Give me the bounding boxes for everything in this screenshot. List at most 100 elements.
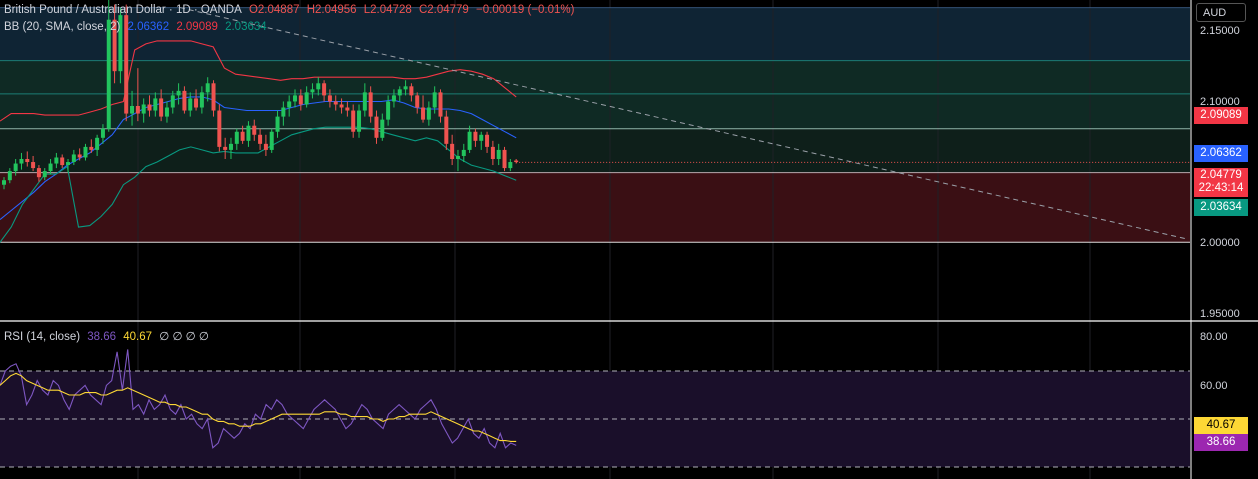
candle-body-85 xyxy=(496,149,501,159)
candle-body-83 xyxy=(485,134,490,147)
ohlc-close: C2.04779 xyxy=(418,4,469,16)
candle-body-29 xyxy=(170,95,175,108)
symbol-legend[interactable]: British Pound / Australian Dollar · 1D ·… xyxy=(4,3,578,17)
zone-blue xyxy=(0,7,1190,61)
bb-upper-value: 2.09089 xyxy=(176,21,218,33)
candle-body-28 xyxy=(164,107,169,117)
rsi-ma-value: 40.67 xyxy=(123,331,153,343)
candle-body-57 xyxy=(333,101,338,105)
candle-body-5 xyxy=(31,162,36,169)
candle-body-72 xyxy=(421,107,426,120)
candle-body-71 xyxy=(415,95,420,108)
candle-body-23 xyxy=(135,106,140,114)
candle-body-65 xyxy=(380,119,385,138)
candle-body-31 xyxy=(182,90,187,111)
rsi-line xyxy=(0,349,517,449)
candle-body-51 xyxy=(298,95,303,105)
ohlc-high: H2.04956 xyxy=(306,4,357,16)
bb-lower-line xyxy=(0,126,517,243)
candle-body-4 xyxy=(25,159,30,163)
candle-body-3 xyxy=(19,159,24,164)
rsi-badge: 38.66 xyxy=(1194,434,1248,451)
candle-body-12 xyxy=(71,154,76,163)
bb-legend[interactable]: BB (20, SMA, close, 2) 2.06362 2.09089 2… xyxy=(4,20,271,34)
rsi-legend[interactable]: RSI (14, close) 38.66 40.67 ∅ ∅ ∅ ∅ xyxy=(4,330,213,344)
last-price-badge: 2.04779 22:43:14 xyxy=(1194,168,1248,197)
candles-layer[interactable] xyxy=(2,0,519,190)
candle-body-70 xyxy=(409,86,414,96)
candle-body-20 xyxy=(118,15,123,72)
ohlc-change: −0.00019 (−0.01%) xyxy=(476,4,575,16)
candle-body-16 xyxy=(95,137,100,150)
candle-body-44 xyxy=(258,134,263,144)
candle-body-33 xyxy=(194,98,199,108)
currency-selector[interactable]: AUD xyxy=(1196,3,1246,22)
candle-body-77 xyxy=(450,143,455,159)
candle-body-13 xyxy=(77,154,82,158)
candle-body-82 xyxy=(479,134,484,141)
candle-body-32 xyxy=(188,98,193,111)
candle-body-69 xyxy=(403,86,408,90)
rsi-ma-line xyxy=(0,372,517,442)
rsi-ma-badge: 40.67 xyxy=(1194,417,1248,434)
candle-body-36 xyxy=(211,83,216,111)
zone-red xyxy=(0,172,1190,243)
candle-body-81 xyxy=(473,131,478,141)
candle-body-45 xyxy=(263,143,268,150)
last-price: 2.04779 xyxy=(1200,169,1242,181)
candle-body-53 xyxy=(310,89,315,93)
candle-body-17 xyxy=(100,128,105,138)
zone-layer xyxy=(0,7,1190,243)
candle-body-14 xyxy=(83,146,88,158)
candle-body-62 xyxy=(362,92,367,111)
candle-body-15 xyxy=(89,146,94,150)
candle-body-43 xyxy=(252,125,257,135)
candle-body-9 xyxy=(54,157,59,164)
bb-upper-line xyxy=(0,40,517,122)
candle-body-10 xyxy=(60,157,65,166)
candle-body-63 xyxy=(368,92,373,117)
price-tick-2150: 2.15000 xyxy=(1200,25,1240,37)
rsi-value: 38.66 xyxy=(87,331,117,343)
bb-basis-badge: 2.06362 xyxy=(1194,145,1248,162)
candle-body-47 xyxy=(275,116,280,132)
price-tick-1950: 1.95000 xyxy=(1200,308,1240,320)
candle-body-52 xyxy=(304,92,309,105)
candle-body-88 xyxy=(514,160,519,163)
bb-label: BB (20, SMA, close, 2) xyxy=(4,21,121,33)
trendline[interactable] xyxy=(179,7,1190,240)
ohlc-open: O2.04887 xyxy=(248,4,300,16)
candle-body-1 xyxy=(7,171,12,181)
candle-body-30 xyxy=(176,90,181,96)
rsi-label: RSI (14, close) xyxy=(4,331,81,343)
candle-body-87 xyxy=(508,162,513,169)
candle-body-41 xyxy=(240,131,245,141)
candle-body-48 xyxy=(281,107,286,117)
candle-body-38 xyxy=(223,146,228,150)
ohlc-low: L2.04728 xyxy=(363,4,412,16)
rsi-tick-80: 80.00 xyxy=(1200,331,1228,343)
candle-body-56 xyxy=(327,95,332,102)
candle-body-27 xyxy=(159,98,164,117)
candle-body-37 xyxy=(217,110,222,147)
candle-body-2 xyxy=(13,163,18,172)
horizontal-levels xyxy=(0,7,1190,243)
candle-body-25 xyxy=(147,104,152,111)
candle-body-40 xyxy=(234,131,239,144)
candle-body-19 xyxy=(112,19,117,72)
candle-body-60 xyxy=(351,110,356,132)
price-tick-2000: 2.00000 xyxy=(1200,237,1240,249)
candle-body-46 xyxy=(269,131,274,150)
candle-body-58 xyxy=(339,104,344,108)
candle-body-50 xyxy=(293,95,297,102)
trendline-line xyxy=(179,7,1189,240)
candle-body-26 xyxy=(153,98,158,111)
rsi-pane xyxy=(0,349,1190,468)
candle-body-22 xyxy=(130,106,135,114)
candle-body-21 xyxy=(124,15,129,114)
candle-body-86 xyxy=(502,149,507,169)
candle-body-39 xyxy=(228,143,233,150)
candle-body-73 xyxy=(426,107,431,120)
candle-body-67 xyxy=(391,95,396,102)
